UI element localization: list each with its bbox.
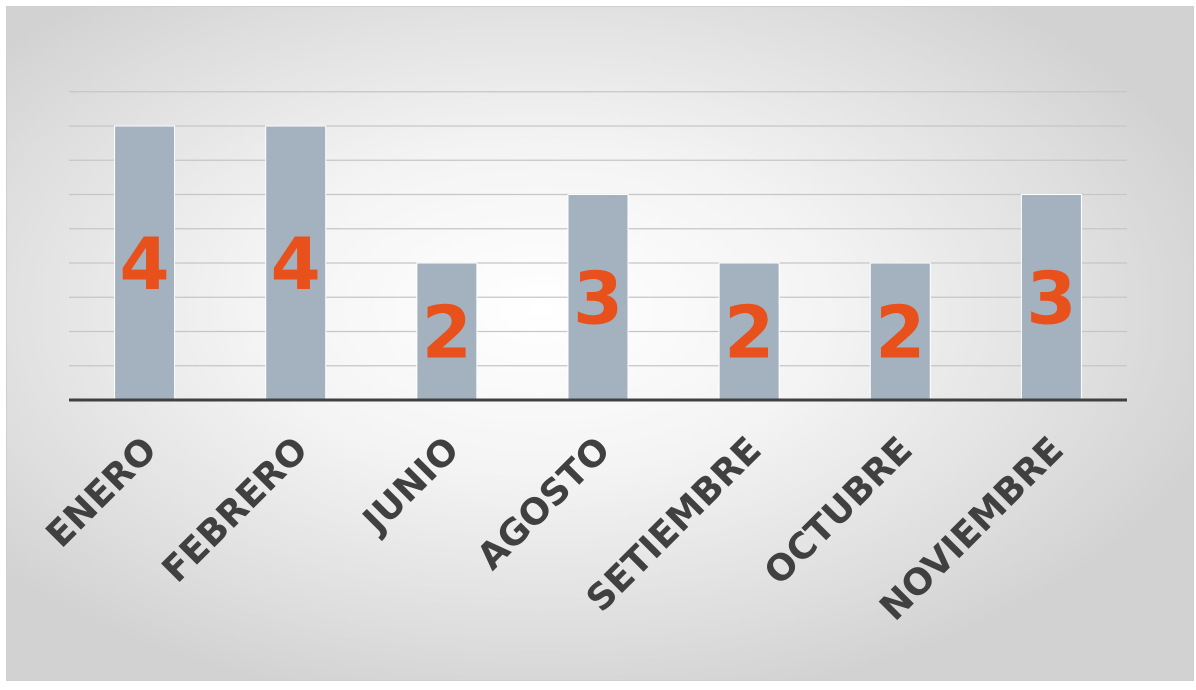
category-label: AGOSTO	[470, 429, 619, 578]
data-label: 2	[875, 291, 925, 375]
data-label: 2	[422, 291, 472, 375]
data-label: 4	[271, 222, 321, 306]
bar	[1020, 194, 1082, 401]
data-label: 4	[120, 222, 170, 306]
bars	[114, 125, 1082, 401]
category-label: FEBRERO	[155, 429, 316, 590]
data-labels: 4 4 2 3 2 2 3	[120, 222, 1077, 375]
data-label: 2	[724, 291, 774, 375]
category-label: OCTUBRE	[757, 429, 921, 593]
bar	[114, 125, 176, 401]
category-label: ENERO	[39, 429, 165, 555]
data-label: 3	[573, 256, 623, 340]
category-label: JUNIO	[354, 429, 468, 543]
bar	[869, 262, 931, 401]
data-label: 3	[1026, 256, 1076, 340]
